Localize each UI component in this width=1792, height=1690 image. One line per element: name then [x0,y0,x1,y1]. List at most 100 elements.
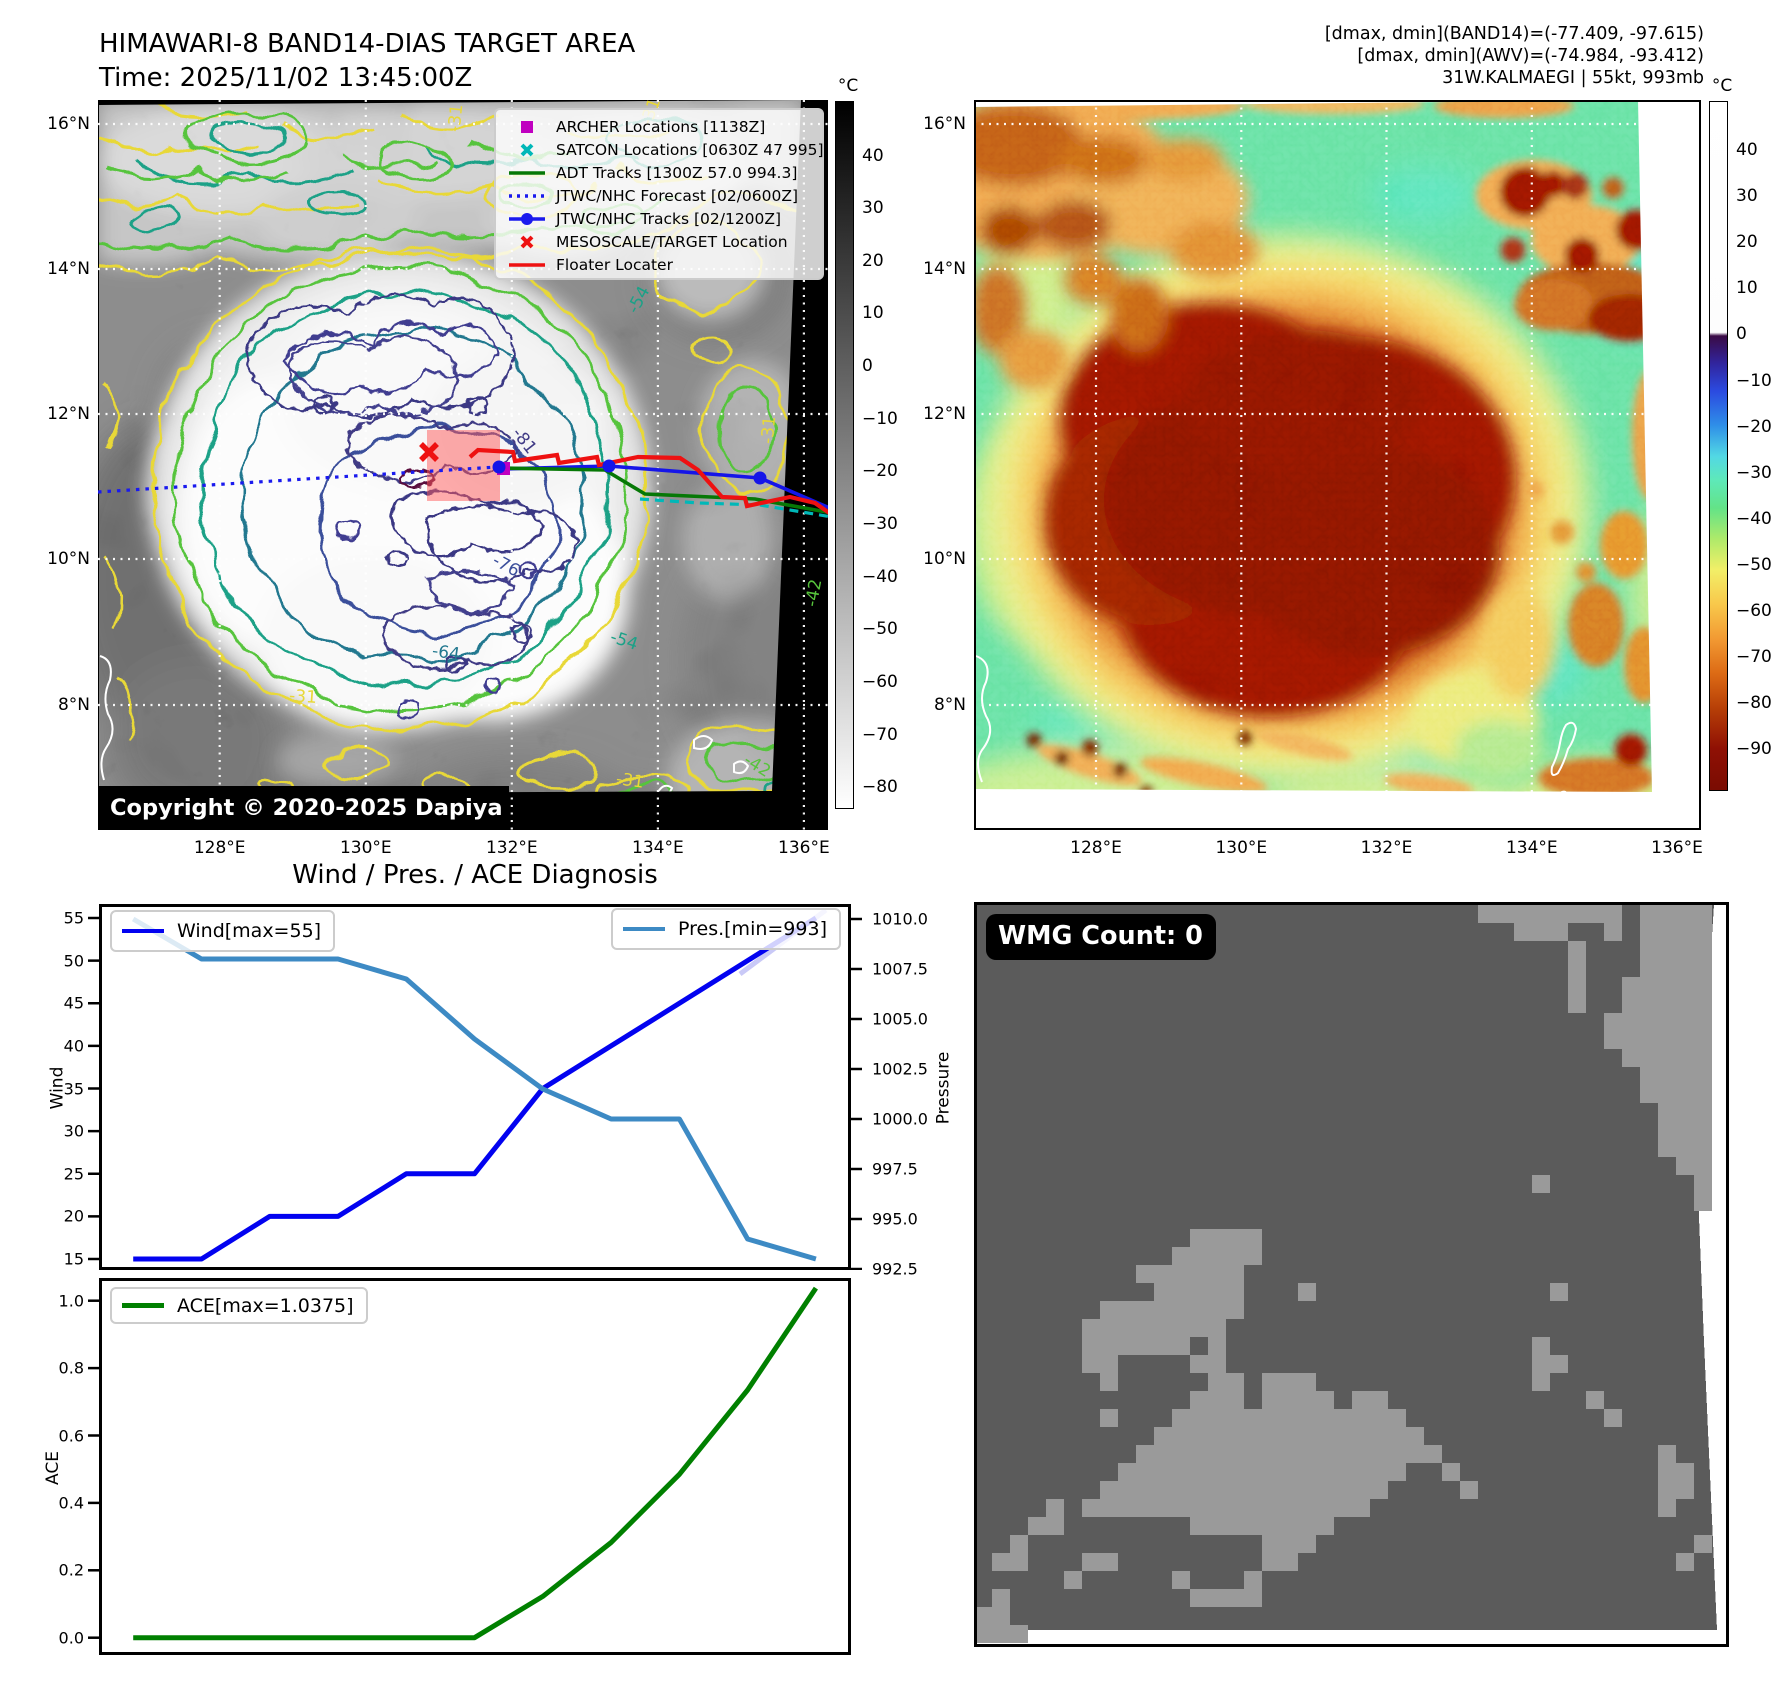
pressure-legend-line [623,926,665,932]
contour-label: -64 [431,641,461,665]
band14-lon-label: 134°E [632,838,684,858]
band14-legend-item: SATCON Locations [0630Z 47 995] [496,138,824,161]
awv-lat-label: 12°N [923,404,966,424]
awv-colorbar-tick: −10 [1736,370,1772,391]
contour-label: -31 [445,103,468,133]
awv-map [974,100,1701,830]
contour-label: -31 [615,769,645,793]
band14-legend-item: JTWC/NHC Tracks [02/1200Z] [496,207,822,230]
wind-tick: 20 [63,1206,84,1226]
ace-tick: 1.0 [58,1291,84,1311]
band14-legend-item: JTWC/NHC Forecast [02/0600Z] [496,184,822,207]
ace-tick: 0.2 [58,1560,84,1580]
awv-lon-label: 136°E [1651,838,1703,858]
jtwc-forecast-line [98,465,498,494]
band14-legend-item: MESOSCALE/TARGET Location [496,230,822,253]
awv-colorbar-tick: −20 [1736,416,1772,437]
band14-lat-label: 14°N [47,259,90,279]
pressure-legend: Pres.[min=993] [611,908,841,950]
legend-item-label: ADT Tracks [1300Z 57.0 994.3] [556,163,798,182]
satcon-line [639,497,828,518]
awv-colorbar [1709,101,1728,791]
wind-tick: 45 [63,993,84,1013]
legend-item-label: MESOSCALE/TARGET Location [556,232,788,251]
band14-legend: ARCHER Locations [1138Z] SATCON Locations… [494,108,824,280]
band14-colorbar-tick: 0 [862,356,873,377]
awv-lon-label: 128°E [1070,838,1122,858]
pressure-axis-label: Pressure [933,1051,954,1125]
band14-lon-label: 130°E [339,838,392,858]
ace-legend: ACE[max=1.0375] [110,1287,368,1324]
ace-legend-line [122,1303,164,1308]
legend-item-label: JTWC/NHC Forecast [02/0600Z] [556,186,799,205]
wind-legend: Wind[max=55] [110,910,336,952]
diagnosis-title: Wind / Pres. / ACE Diagnosis [292,860,658,890]
wind-legend-line [122,928,164,934]
awv-colorbar-tick: 0 [1736,324,1747,345]
legend-item-label: JTWC/NHC Tracks [02/1200Z] [556,209,782,228]
wind-tick: 40 [63,1036,84,1056]
awv-colorbar-tick: −30 [1736,462,1772,483]
wmg-count-label: WMG Count: 0 [986,914,1216,960]
pressure-tick: 1005.0 [872,1009,928,1029]
band14-colorbar-tick: 30 [862,198,884,219]
floater-line [468,447,828,515]
contour-label: -31 [288,686,317,708]
ace-chart [88,1278,851,1655]
legend-item-label: SATCON Locations [0630Z 47 995] [556,140,824,159]
contour-label: -31 [758,415,780,444]
band14-lon-label: 128°E [193,838,246,858]
awv-lon-label: 132°E [1360,838,1413,858]
target-area-rect [427,430,500,501]
band14-lat-label: 10°N [47,549,90,569]
band14-colorbar-tick: −80 [862,777,898,798]
band14-lat-label: 8°N [57,695,90,715]
band14-legend-item: ADT Tracks [1300Z 57.0 994.3] [496,161,822,184]
awv-lat-label: 10°N [923,549,966,569]
band14-colorbar-tick: 10 [862,303,884,324]
awv-colorbar-unit: °C [1711,76,1733,96]
band14-lon-label: 132°E [485,838,538,858]
band14-colorbar-tick: −60 [862,672,898,692]
band14-colorbar-tick: −70 [862,724,898,745]
pressure-tick: 1002.5 [872,1059,928,1079]
band14-title: HIMAWARI-8 BAND14-DIAS TARGET AREA Time:… [99,29,636,93]
ace-tick: 0.8 [58,1358,84,1378]
pressure-tick: 992.5 [872,1259,918,1279]
awv-colorbar-tick: −90 [1736,739,1772,760]
awv-colorbar-tick: 40 [1736,140,1758,160]
legend-item-label: Floater Locater [556,255,673,274]
band14-colorbar-tick: −50 [862,619,898,640]
band14-time: Time: 2025/11/02 13:45:00Z [99,63,473,93]
awv-colorbar-tick: −40 [1736,508,1772,529]
band14-colorbar-tick: 40 [862,145,884,166]
wind-tick: 25 [63,1164,84,1184]
pressure-tick: 997.5 [872,1159,918,1179]
band14-colorbar-tick: −20 [862,461,898,482]
pressure-tick: 995.0 [872,1209,918,1229]
mesoscale-x-marker [419,442,439,462]
band14-lon-label: 136°E [778,838,830,858]
band14-colorbar-tick: −10 [862,408,898,429]
awv-colorbar-tick: −70 [1736,647,1772,668]
adt-track-line [499,466,828,515]
awv-colorbar-tick: −80 [1736,693,1772,714]
band14-colorbar-tick: −30 [862,514,898,535]
awv-colorbar-tick: −60 [1736,601,1772,621]
band14-colorbar-unit: °C [837,76,859,96]
contour-label: -42 [802,578,827,609]
awv-colorbar-tick: 20 [1736,232,1758,253]
pressure-tick: 1007.5 [872,959,928,979]
band14-legend-item: ARCHER Locations [1138Z] [496,115,822,138]
legend-item-label: ARCHER Locations [1138Z] [556,117,766,136]
awv-colorbar-tick: 30 [1736,186,1758,207]
pressure-tick: 1010.0 [872,909,928,929]
wmg-map [974,902,1729,1647]
copyright: Copyright © 2020-2025 Dapiya [99,786,509,830]
awv-colorbar-tick: −50 [1736,554,1772,575]
awv-lon-label: 134°E [1505,838,1558,858]
pressure-tick: 1000.0 [872,1109,928,1129]
wind-pressure-chart [88,904,862,1270]
band14-legend-item: Floater Locater [496,253,822,276]
ace-tick: 0.6 [58,1426,84,1445]
